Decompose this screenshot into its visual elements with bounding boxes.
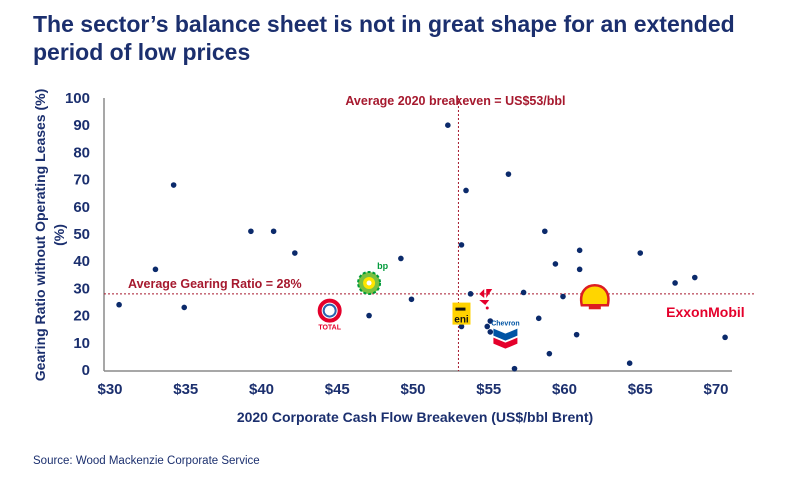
data-point: [152, 266, 159, 273]
x-tick-label: $30: [97, 381, 122, 398]
data-point: [546, 350, 553, 357]
logo-text: ExxonMobil: [666, 304, 745, 320]
company-logo-equinor: [479, 289, 493, 310]
data-point: [487, 329, 494, 335]
eni-dog-icon: [455, 307, 466, 311]
data-point: [552, 261, 559, 267]
data-point: [170, 182, 177, 188]
data-point: [458, 242, 465, 248]
data-point: [542, 228, 548, 235]
data-point: [576, 247, 583, 254]
company-logo-chevron: Chevron: [491, 321, 520, 349]
x-tick-label: $65: [628, 381, 653, 398]
logo-text: eni: [454, 315, 469, 326]
data-point: [445, 122, 451, 128]
data-point: [573, 331, 580, 338]
logo-text: Chevron: [491, 321, 519, 328]
y-tick-label: 100: [65, 90, 90, 107]
data-point: [487, 318, 494, 324]
y-axis-label-unit: (%): [51, 224, 67, 246]
data-point: [484, 323, 491, 330]
x-tick-label: $40: [249, 381, 274, 398]
x-tick-label: $45: [325, 381, 350, 398]
data-point: [248, 228, 254, 235]
logo-text: bp: [377, 261, 388, 271]
y-tick-label: 20: [73, 308, 90, 325]
data-point: [270, 228, 277, 235]
company-logo-bp: bp: [357, 261, 389, 295]
breakeven-reference-label: Average 2020 breakeven = US$53/bbl: [345, 94, 565, 108]
company-logo-total: TOTAL: [317, 298, 342, 332]
data-point: [576, 266, 583, 273]
company-logo-shell: [579, 284, 610, 310]
gearing-reference-label: Average Gearing Ratio = 28%: [128, 277, 302, 291]
equinor-logo-icon: [479, 289, 493, 305]
y-tick-label: 10: [73, 335, 90, 352]
data-point: [691, 274, 698, 281]
x-tick-label: $60: [552, 381, 577, 398]
x-tick-label: $50: [400, 381, 425, 398]
data-point: [458, 323, 465, 330]
equinor-logo-icon: [485, 306, 489, 310]
y-tick-label: 80: [73, 144, 90, 161]
chevron-logo-icon: [493, 337, 518, 349]
company-logo-eni: eni: [452, 302, 471, 326]
data-point: [535, 315, 542, 322]
y-tick-label: 70: [73, 172, 90, 189]
data-point: [292, 250, 298, 256]
y-axis-label: Gearing Ratio without Operating Leases (…: [32, 89, 48, 381]
data-point: [505, 171, 512, 177]
data-point: [626, 360, 633, 367]
data-point: [560, 293, 566, 300]
chevron-logo-icon: [493, 328, 518, 341]
data-point: [116, 301, 122, 308]
data-point: [408, 296, 415, 303]
shell-pecten-icon: [588, 305, 601, 310]
total-logo-icon: [317, 298, 342, 323]
data-point: [463, 187, 469, 194]
shell-pecten-icon: [579, 284, 610, 307]
data-point: [520, 289, 527, 296]
bp-helios-icon: [366, 280, 372, 286]
data-point: [511, 365, 518, 372]
y-tick-label: 60: [73, 199, 90, 216]
x-tick-label: $35: [173, 381, 198, 398]
y-tick-label: 50: [73, 226, 90, 243]
x-tick-label: $55: [476, 381, 501, 398]
data-point: [398, 255, 404, 262]
page-title: The sector’s balance sheet is not in gre…: [33, 11, 735, 65]
y-tick-label: 90: [73, 117, 90, 134]
x-axis-label: 2020 Corporate Cash Flow Breakeven (US$/…: [237, 409, 593, 425]
company-logo-exxonmobil: ExxonMobil: [666, 304, 745, 320]
source-note: Source: Wood Mackenzie Corporate Service: [33, 455, 260, 467]
data-point: [722, 334, 728, 341]
y-tick-label: 30: [73, 280, 90, 297]
data-point: [672, 280, 678, 286]
data-point: [467, 291, 474, 297]
y-tick-label: 40: [73, 253, 90, 270]
x-tick-label: $70: [703, 381, 728, 398]
data-point: [181, 304, 188, 311]
total-logo-icon: [322, 303, 337, 318]
y-tick-label: 0: [82, 362, 90, 379]
data-point: [366, 312, 372, 319]
logo-text: TOTAL: [318, 325, 341, 332]
data-point: [637, 250, 644, 256]
